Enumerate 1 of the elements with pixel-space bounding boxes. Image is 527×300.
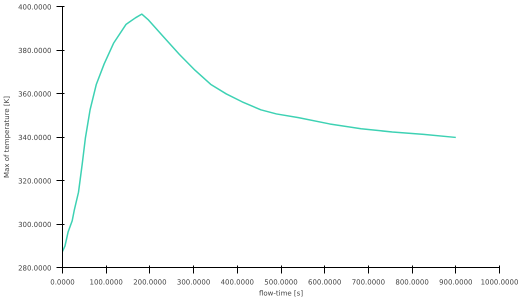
line-series (62, 13, 457, 252)
